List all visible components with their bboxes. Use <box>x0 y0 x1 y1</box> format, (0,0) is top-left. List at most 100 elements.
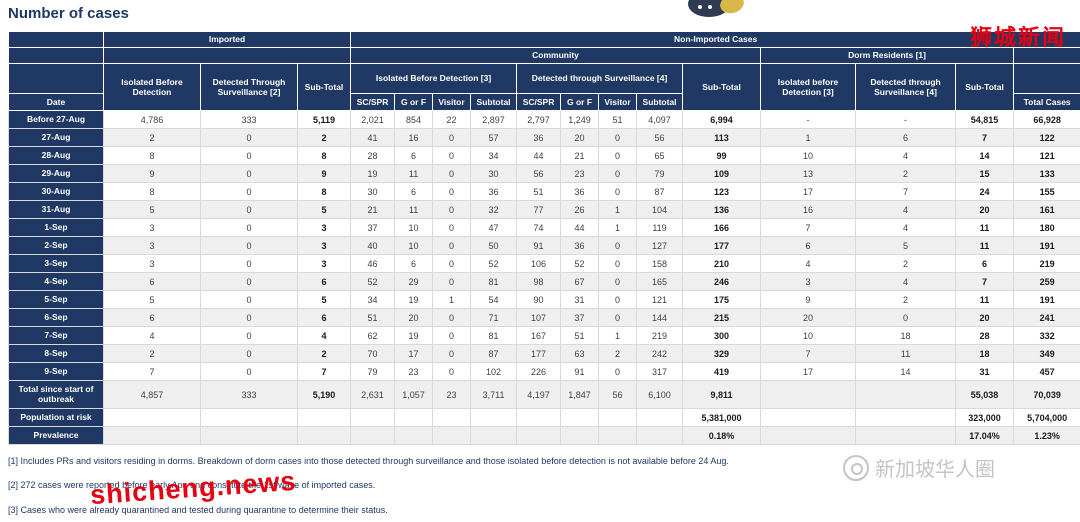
cell: 51 <box>561 327 599 345</box>
cell <box>433 409 471 427</box>
cell: 29 <box>395 273 433 291</box>
cell: 91 <box>517 237 561 255</box>
cell: 2,021 <box>351 111 395 129</box>
cell: 10 <box>761 327 856 345</box>
cell: 4 <box>104 327 201 345</box>
cell: 51 <box>599 111 637 129</box>
cell: 3 <box>104 255 201 273</box>
cell: 24 <box>956 183 1014 201</box>
cell <box>761 427 856 445</box>
cell: 30 <box>351 183 395 201</box>
header-cell: Subtotal <box>637 94 683 111</box>
cell: 36 <box>561 183 599 201</box>
header-cell: Detected through Surveillance [4] <box>856 64 956 111</box>
cell: 7 <box>856 183 956 201</box>
cell: 0 <box>599 165 637 183</box>
cell: 161 <box>1014 201 1080 219</box>
cell: 87 <box>637 183 683 201</box>
cell: 113 <box>683 129 761 147</box>
cell: 317 <box>637 363 683 381</box>
cell: 0 <box>599 309 637 327</box>
cell: 3 <box>104 219 201 237</box>
cell: 6 <box>856 129 956 147</box>
cell: 17.04% <box>956 427 1014 445</box>
cell: 158 <box>637 255 683 273</box>
cell: 3 <box>104 237 201 255</box>
cell: 11 <box>856 345 956 363</box>
cell: 0 <box>599 183 637 201</box>
cell <box>856 409 956 427</box>
cell: 4 <box>761 255 856 273</box>
cell: 0 <box>201 363 298 381</box>
cell: 44 <box>561 219 599 237</box>
header-cell: Imported <box>104 32 351 48</box>
cell: 1 <box>599 327 637 345</box>
cell: 16 <box>395 129 433 147</box>
cell: 0 <box>201 129 298 147</box>
cell: 102 <box>471 363 517 381</box>
header-cell: Visitor <box>433 94 471 111</box>
cell: 2,797 <box>517 111 561 129</box>
cell: 54,815 <box>956 111 1014 129</box>
cell: 56 <box>599 381 637 409</box>
header-cell: G or F <box>561 94 599 111</box>
cell: 81 <box>471 273 517 291</box>
cell: 0 <box>599 147 637 165</box>
cell: - <box>856 111 956 129</box>
cell: 31 <box>956 363 1014 381</box>
cell: 79 <box>637 165 683 183</box>
cell: 4,857 <box>104 381 201 409</box>
cell: 2 <box>104 129 201 147</box>
cell: 11 <box>956 219 1014 237</box>
header-cell: Subtotal <box>471 94 517 111</box>
cell: 219 <box>637 327 683 345</box>
cell: 4 <box>856 201 956 219</box>
cell <box>298 409 351 427</box>
cell: 50 <box>471 237 517 255</box>
header-cell: Detected Through Surveillance [2] <box>201 64 298 111</box>
cell: 0 <box>201 345 298 363</box>
cell: 1 <box>433 291 471 309</box>
cell: 165 <box>637 273 683 291</box>
cell: 3 <box>761 273 856 291</box>
cell: 0.18% <box>683 427 761 445</box>
cell: 106 <box>517 255 561 273</box>
cell: 52 <box>561 255 599 273</box>
cell: 20 <box>956 309 1014 327</box>
cell: 6,100 <box>637 381 683 409</box>
row-label: 4-Sep <box>9 273 104 291</box>
cell: 23 <box>433 381 471 409</box>
cell: 175 <box>683 291 761 309</box>
cell: 259 <box>1014 273 1080 291</box>
cell: 2 <box>298 345 351 363</box>
cell: 1,847 <box>561 381 599 409</box>
cell: 2 <box>104 345 201 363</box>
cell: 11 <box>956 291 1014 309</box>
cell: 46 <box>351 255 395 273</box>
header-cell: Total Cases <box>1014 94 1080 111</box>
cell: 70,039 <box>1014 381 1080 409</box>
cell: 6 <box>104 273 201 291</box>
cell: 3 <box>298 219 351 237</box>
cell: 0 <box>201 201 298 219</box>
cell: 54 <box>471 291 517 309</box>
cell: 5 <box>298 201 351 219</box>
header-cell: Sub-Total <box>956 64 1014 111</box>
cell <box>395 409 433 427</box>
header-cell: Sub-Total <box>298 64 351 111</box>
cell: 349 <box>1014 345 1080 363</box>
cell: 10 <box>761 147 856 165</box>
cell: 17 <box>395 345 433 363</box>
header-cell: Detected through Surveillance [4] <box>517 64 683 94</box>
watermark-shicheng-cn: 狮城新闻 <box>970 20 1066 52</box>
cell: 0 <box>433 201 471 219</box>
